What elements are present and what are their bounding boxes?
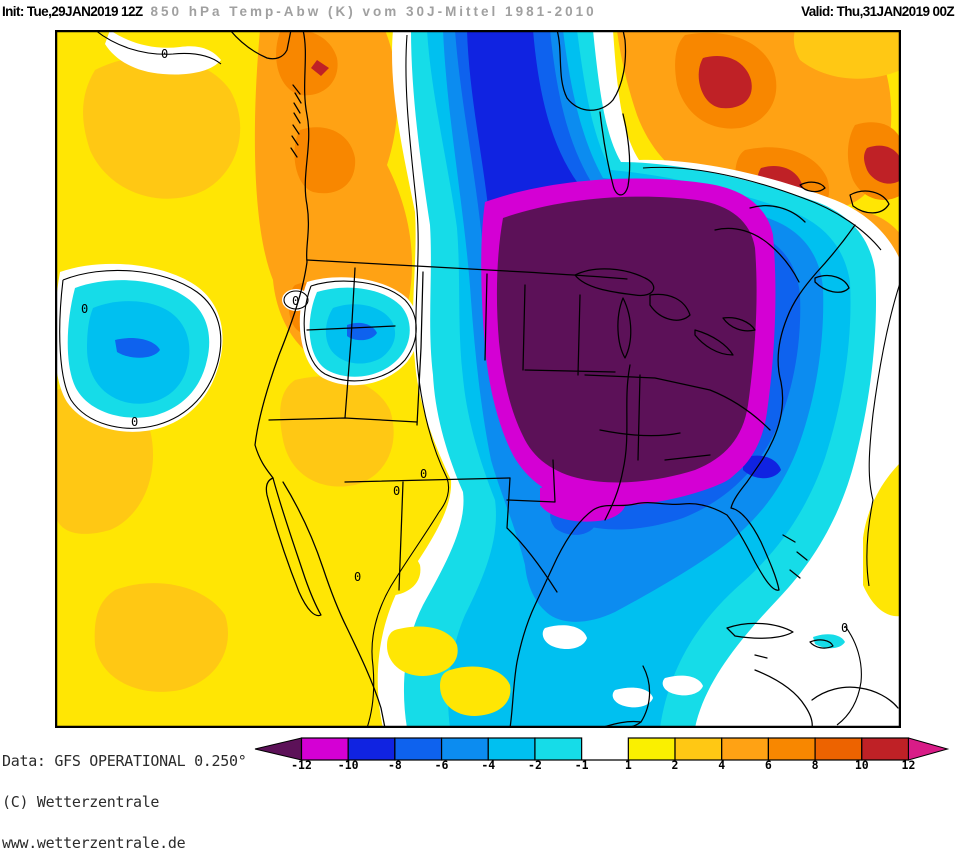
legend-color-block bbox=[814, 737, 863, 761]
zero-label: 0 bbox=[161, 47, 168, 61]
zero-contour-lines bbox=[59, 29, 902, 729]
legend-tick-label: 4 bbox=[718, 758, 725, 770]
temperature-anomaly-map: 0 0 0 0 0 0 0 0 bbox=[54, 29, 902, 729]
legend-tick-label: -10 bbox=[338, 758, 359, 770]
zero-label: 0 bbox=[354, 570, 361, 584]
coldest-core-region bbox=[496, 196, 757, 483]
legend-tick-label: 10 bbox=[855, 758, 869, 770]
legend-tick-label: 1 bbox=[625, 758, 632, 770]
legend-tick-label: 12 bbox=[902, 758, 916, 770]
zero-label: 0 bbox=[81, 302, 88, 316]
legend-color-block bbox=[394, 737, 443, 761]
zero-label: 0 bbox=[393, 484, 400, 498]
legend-color-block bbox=[627, 737, 676, 761]
legend-arrow-above-max bbox=[907, 737, 950, 761]
legend-color-block bbox=[861, 737, 910, 761]
positive-patches-in-zero-band bbox=[355, 462, 901, 716]
legend-color-block bbox=[440, 737, 489, 761]
legend-color-block bbox=[487, 737, 536, 761]
coastlines-and-borders bbox=[229, 29, 899, 729]
legend-color-block bbox=[767, 737, 816, 761]
zero-label: 0 bbox=[292, 294, 299, 308]
legend-tick-label: 2 bbox=[672, 758, 679, 770]
map-border bbox=[54, 29, 902, 729]
data-source-label: Data: GFS OPERATIONAL 0.250° bbox=[2, 751, 247, 770]
legend-tick-label: -6 bbox=[435, 758, 449, 770]
chart-subject-label: 850 hPa Temp-Abw (K) vom 30J-Mittel 1981… bbox=[150, 4, 597, 19]
website-label[interactable]: www.wetterzentrale.de bbox=[2, 834, 186, 853]
valid-time-label: Valid: Thu,31JAN2019 00Z bbox=[801, 4, 955, 19]
zero-label: 0 bbox=[841, 621, 848, 635]
legend-svg: -12 -10 -8 -6 -4 -2 -1 1 2 4 6 8 10 12 bbox=[254, 737, 950, 772]
zero-label: 0 bbox=[131, 415, 138, 429]
legend-tick-label: 6 bbox=[765, 758, 772, 770]
legend-arrow-below-min bbox=[254, 737, 302, 761]
copyright-label: (C) Wetterzentrale bbox=[2, 792, 160, 811]
legend-tick-label: 8 bbox=[812, 758, 819, 770]
cold-anomaly-fills bbox=[54, 30, 901, 728]
zero-contour-labels: 0 0 0 0 0 0 0 0 bbox=[81, 47, 848, 635]
legend-tick-label: -4 bbox=[481, 758, 495, 770]
legend-color-block bbox=[534, 737, 583, 761]
title-bar: Init: Tue,29JAN2019 12Z 850 hPa Temp-Abw… bbox=[2, 4, 955, 19]
legend-color-block bbox=[674, 737, 723, 761]
legend-color-block bbox=[347, 737, 396, 761]
zero-label: 0 bbox=[420, 467, 427, 481]
init-time-label: Init: Tue,29JAN2019 12Z bbox=[2, 4, 143, 19]
legend-tick-label: -12 bbox=[291, 758, 312, 770]
legend-color-block bbox=[300, 737, 349, 761]
legend-tick-label: -2 bbox=[528, 758, 542, 770]
legend-tick-label: -8 bbox=[388, 758, 402, 770]
color-scale-legend: -12 -10 -8 -6 -4 -2 -1 1 2 4 6 8 10 12 bbox=[0, 736, 956, 772]
legend-color-block bbox=[721, 737, 770, 761]
legend-tick-label: -1 bbox=[575, 758, 589, 770]
weather-map: 0 0 0 0 0 0 0 0 bbox=[54, 29, 902, 729]
